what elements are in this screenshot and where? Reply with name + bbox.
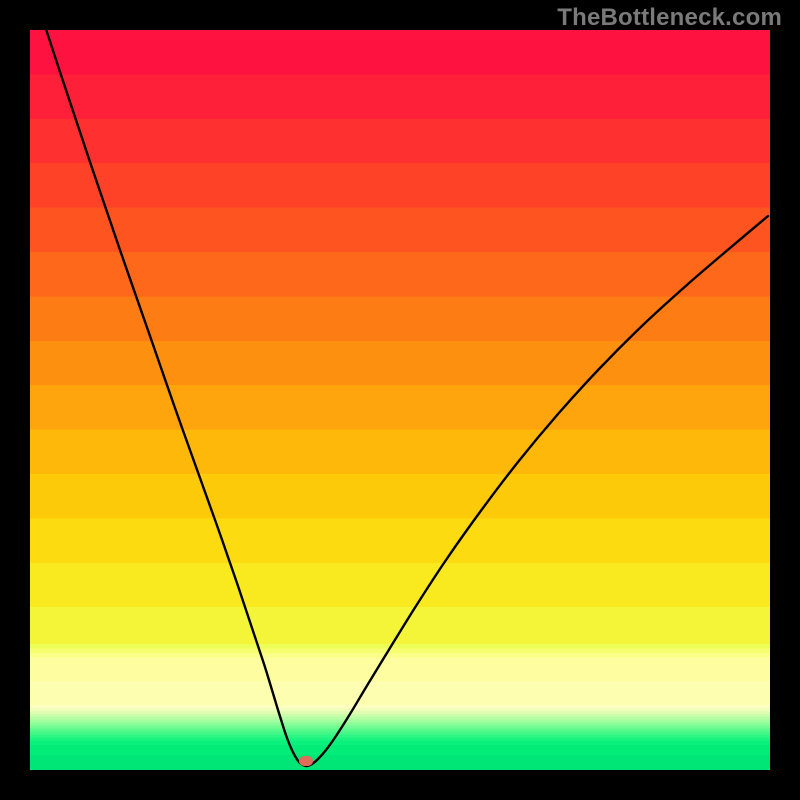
watermark-label: TheBottleneck.com (557, 4, 782, 32)
chart-container: TheBottleneck.com (0, 0, 800, 800)
optimum-marker (299, 756, 313, 766)
gradient-background (30, 30, 770, 770)
bottleneck-chart (0, 0, 800, 800)
